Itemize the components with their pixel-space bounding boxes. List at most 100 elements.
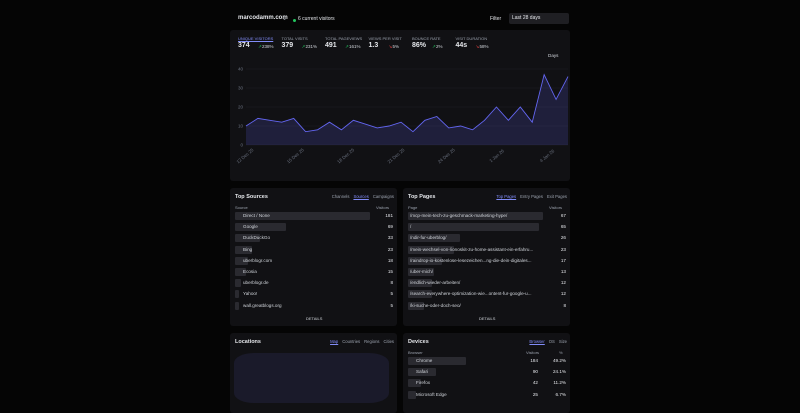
- list-row[interactable]: Chrome 184 49.2%: [408, 357, 566, 365]
- stat-change: 5%: [392, 44, 400, 49]
- tab[interactable]: Sources: [353, 194, 369, 199]
- row-value: 181: [385, 213, 393, 218]
- tab[interactable]: Exit Pages: [546, 194, 567, 199]
- tab[interactable]: OS: [548, 339, 555, 344]
- list-row[interactable]: Firefox 42 11.2%: [408, 379, 566, 388]
- filter-button[interactable]: Filter: [490, 16, 502, 22]
- row-label: Safari: [416, 369, 429, 375]
- range-select[interactable]: Last 28 days: [509, 13, 569, 24]
- row-value: 8: [390, 280, 393, 286]
- row-label: /raindrop-io-kostenlose-lesezeichen...ng…: [410, 257, 532, 263]
- list-row[interactable]: / 65: [408, 223, 566, 232]
- details-button[interactable]: DETAILS: [479, 316, 496, 321]
- row-value: 184: [530, 358, 538, 363]
- row-percent: 6.7%: [555, 391, 566, 397]
- list-row[interactable]: wall.greatblogs.org 5: [235, 301, 393, 310]
- row-value: 69: [387, 224, 393, 230]
- bar: [408, 301, 425, 310]
- row-value: 23: [560, 246, 566, 252]
- column-header: Page: [408, 205, 418, 210]
- stat-value: 379: [281, 42, 294, 49]
- stat-label[interactable]: VIEWS PER VISIT: [368, 36, 402, 41]
- details-button[interactable]: DETAILS: [306, 316, 323, 321]
- line: [245, 73, 569, 133]
- tab[interactable]: Top Pages: [496, 194, 517, 199]
- list-row[interactable]: Ecosia 15: [235, 268, 393, 276]
- tab[interactable]: Map: [330, 339, 339, 344]
- row-value: 8: [563, 302, 566, 308]
- live-visitors[interactable]: 6 current visitors: [298, 16, 335, 22]
- panel-title: Devices: [408, 339, 429, 345]
- bar: [408, 357, 466, 365]
- y-tick-label: 0: [240, 143, 243, 148]
- list-row[interactable]: /ki-suche-oder-doch-seo/8: [408, 301, 566, 310]
- list-row[interactable]: DuckDuckGo 33: [235, 234, 393, 243]
- list-row[interactable]: /endlich-wieder-arbeiten/12: [408, 279, 566, 288]
- interval-select[interactable]: Days: [548, 53, 559, 58]
- row-value: 12: [560, 291, 566, 297]
- list-row[interactable]: /search-everywhere-optimization-wie...on…: [408, 290, 566, 299]
- list-row[interactable]: uberblogr.com 18: [235, 256, 393, 265]
- row-value: 33: [387, 235, 393, 241]
- stat-label[interactable]: VISIT DURATION: [455, 36, 488, 41]
- list-row[interactable]: Yahoo! 5: [235, 290, 393, 299]
- bar: [235, 290, 239, 299]
- bar: [408, 268, 435, 276]
- map[interactable]: [234, 353, 389, 403]
- stat-label[interactable]: TOTAL PAGEVIEWS: [325, 36, 363, 41]
- list-row[interactable]: /mcp-mein-tech-zu-geschmack-marketing-hy…: [408, 212, 566, 220]
- list-row[interactable]: Bing 23: [235, 245, 393, 254]
- x-tick-label: 4 Jan 26: [539, 148, 556, 163]
- column-header: Browser: [408, 350, 423, 355]
- site-name[interactable]: marcodamm.com: [238, 15, 288, 21]
- live-dot: [293, 19, 296, 22]
- column-header: Visitors: [376, 205, 390, 210]
- column-header: Source: [235, 205, 248, 210]
- y-tick-label: 40: [238, 67, 244, 72]
- list-row[interactable]: /mein-wechsel-von-/ionoskit-zu-home-assi…: [408, 245, 566, 254]
- tab[interactable]: Size: [558, 339, 567, 344]
- stat-change: 238%: [262, 44, 274, 49]
- row-percent: 49.2%: [552, 358, 566, 363]
- list-row[interactable]: /raindrop-io-kostenlose-lesezeichen...ng…: [408, 256, 566, 265]
- list-row[interactable]: Google 69: [235, 223, 393, 232]
- list-row[interactable]: /ndir-fur-uberblog/26: [408, 234, 566, 243]
- row-percent: 24.1%: [552, 369, 566, 375]
- x-tick-label: 21 Dec 25: [387, 147, 406, 164]
- tab[interactable]: Campaigns: [372, 194, 394, 199]
- tab[interactable]: Countries: [342, 339, 361, 344]
- row-label: Ecosia: [243, 269, 257, 274]
- row-value: 13: [560, 269, 566, 274]
- tab[interactable]: Channels: [331, 194, 350, 199]
- row-value: 42: [532, 380, 538, 386]
- row-label: Direct / None: [243, 213, 270, 218]
- stat-label[interactable]: UNIQUE VISITORS: [238, 36, 274, 41]
- row-label: wall.greatblogs.org: [243, 302, 282, 308]
- column-header: %: [559, 350, 563, 355]
- list-row[interactable]: Microsoft Edge 25 6.7%: [408, 390, 566, 399]
- bar: [408, 379, 422, 388]
- stat-label[interactable]: BOUNCE RATE: [412, 36, 441, 41]
- bar: [235, 212, 370, 220]
- row-label: Microsoft Edge: [416, 391, 447, 397]
- list-row[interactable]: /uber-mich/13: [408, 268, 566, 276]
- row-label: uberblogr.com: [243, 257, 273, 263]
- bar: [235, 234, 260, 243]
- list-row[interactable]: Safari 90 24.1%: [408, 368, 566, 377]
- stat-arrow: ↘: [388, 44, 393, 49]
- row-value: 23: [387, 246, 393, 252]
- list-row[interactable]: Direct / None 181: [235, 212, 393, 220]
- stat-label[interactable]: TOTAL VISITS: [281, 36, 308, 41]
- tab[interactable]: Entry Pages: [520, 194, 543, 199]
- list-row[interactable]: uberblogr.de 8: [235, 279, 393, 288]
- tab[interactable]: Regions: [364, 339, 380, 344]
- stat-value: 86%: [412, 42, 427, 49]
- sources-panel: [230, 188, 397, 326]
- row-value: 18: [387, 257, 393, 263]
- stat-change: 161%: [349, 44, 361, 49]
- tab[interactable]: Browser: [529, 339, 545, 344]
- row-label: Chrome: [416, 358, 433, 363]
- y-tick-label: 30: [238, 86, 244, 91]
- bar: [235, 256, 249, 265]
- tab[interactable]: Cities: [383, 339, 394, 344]
